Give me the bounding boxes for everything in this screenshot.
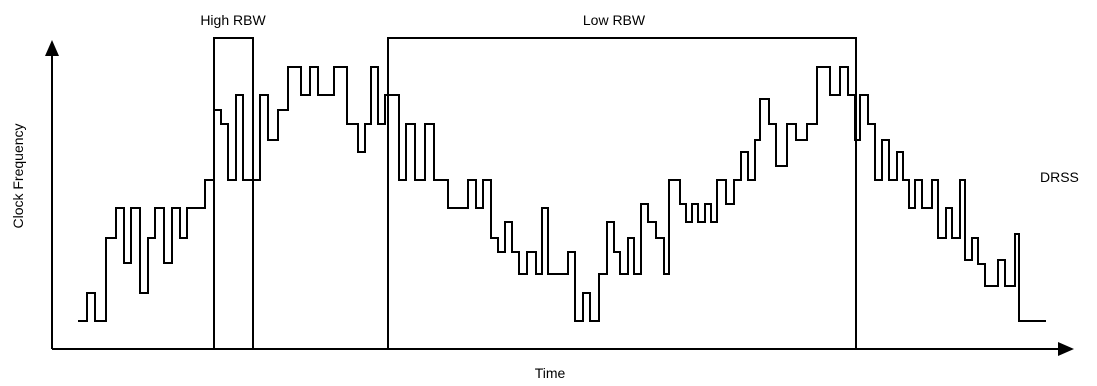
clock-frequency-waveform xyxy=(78,66,1046,322)
high-rbw-window xyxy=(213,37,254,350)
low-rbw-label: Low RBW xyxy=(583,12,646,28)
y-axis-arrowhead xyxy=(45,40,59,56)
high-rbw-label: High RBW xyxy=(200,12,266,28)
x-axis-arrowhead xyxy=(1058,342,1074,356)
x-axis-title: Time xyxy=(535,365,566,381)
drss-label: DRSS xyxy=(1040,169,1079,185)
y-axis-title: Clock Frequency xyxy=(10,123,26,228)
low-rbw-window xyxy=(387,37,857,350)
